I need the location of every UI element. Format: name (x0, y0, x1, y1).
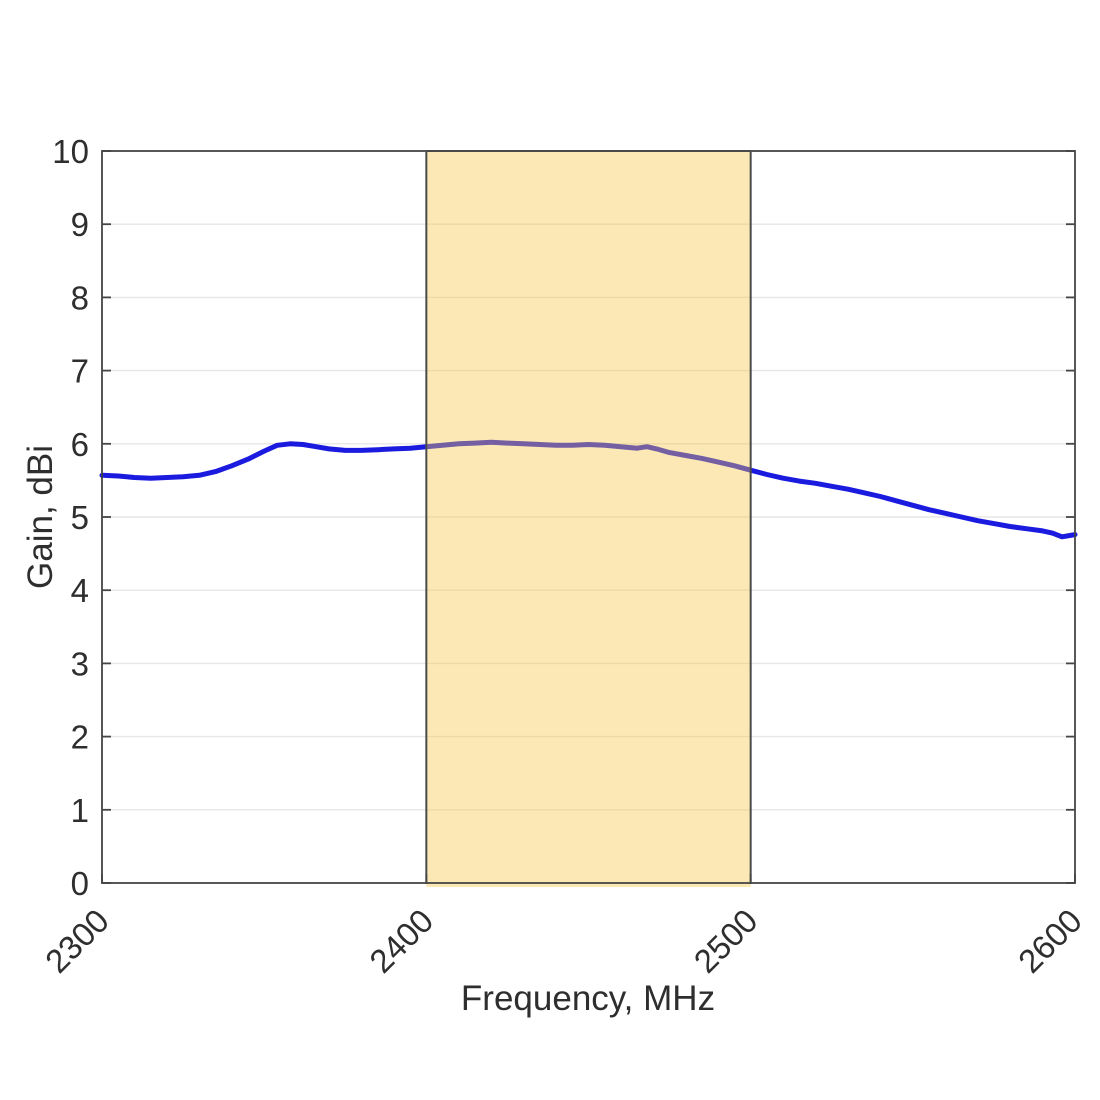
y-tick-label: 10 (52, 133, 89, 170)
y-tick-label: 0 (71, 865, 89, 902)
y-tick-label: 8 (71, 279, 89, 316)
x-tick-label: 2400 (362, 902, 440, 980)
gain-curve (99, 439, 1078, 540)
highlight-band-layer (425, 150, 752, 887)
y-tick-label: 4 (71, 572, 89, 609)
y-tick-label: 6 (71, 426, 89, 463)
x-axis-label: Frequency, MHz (461, 979, 715, 1018)
y-tick-label: 3 (71, 645, 89, 682)
x-tick-label: 2500 (687, 902, 765, 980)
curve-layer (99, 439, 1078, 540)
x-tick-label: 2300 (38, 902, 116, 980)
y-tick-label: 1 (71, 792, 89, 829)
y-tick-label: 9 (71, 206, 89, 243)
x-tick-label: 2600 (1011, 902, 1089, 980)
y-tick-label: 5 (71, 499, 89, 536)
y-tick-label: 2 (71, 719, 89, 756)
y-axis-label: Gain, dBi (21, 445, 60, 589)
axis-ticks (101, 150, 1076, 884)
ism-band-highlight (426, 152, 751, 887)
y-tick-label: 7 (71, 353, 89, 390)
x-tick-labels: 2300 2400 2500 2600 (38, 902, 1089, 980)
